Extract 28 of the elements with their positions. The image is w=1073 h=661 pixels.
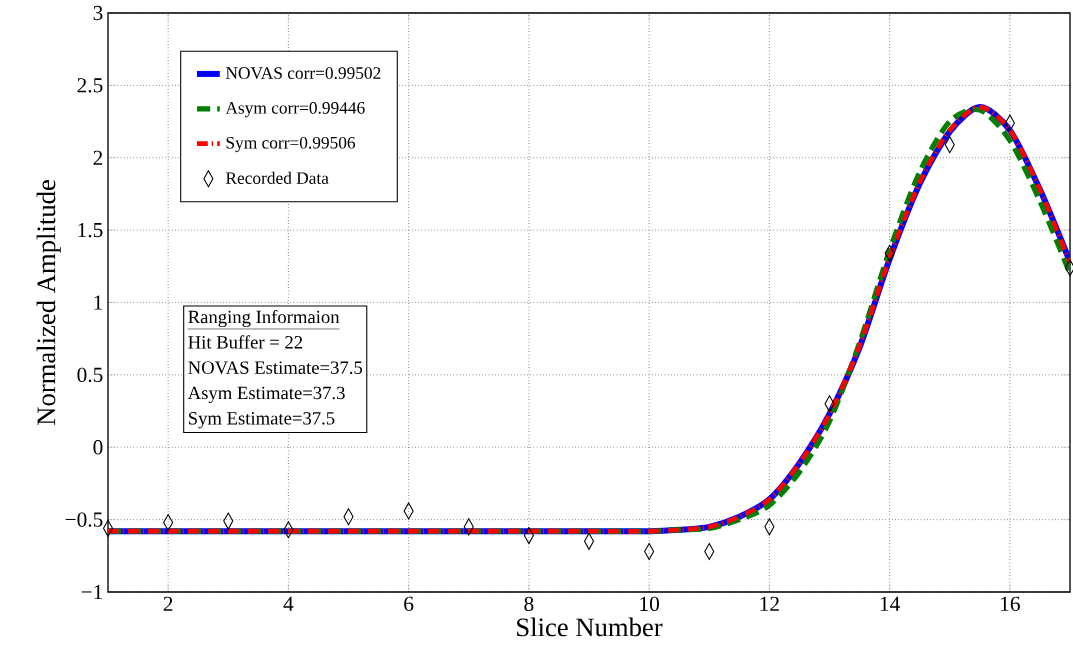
annotation: Asym Estimate=37.3 <box>187 386 345 404</box>
y-tick-label: −1 <box>81 584 103 600</box>
y-tick-label: 0.5 <box>77 367 103 383</box>
x-tick-label: 2 <box>163 596 173 611</box>
annotation: Sym Estimate=37.5 <box>188 412 335 429</box>
y-tick-label: 3 <box>93 5 103 21</box>
x-tick-label: 8 <box>524 596 534 612</box>
x-tick-label: 4 <box>283 596 294 611</box>
y-axis-title: Normalized Amplitude <box>36 180 61 426</box>
x-tick-label: 14 <box>880 596 900 611</box>
x-axis-title: Slice Number <box>517 617 663 637</box>
y-tick-label: 1.5 <box>78 222 103 238</box>
x-tick-label: 12 <box>760 596 779 611</box>
y-tick-label: 2 <box>93 150 103 165</box>
annotation: NOVAS Estimate=37.5 <box>188 361 363 375</box>
y-tick-label: −0.5 <box>65 512 103 527</box>
y-tick-label: 1 <box>94 295 103 310</box>
x-tick-label: 16 <box>1001 596 1020 612</box>
y-tick-label: 2.5 <box>77 78 103 93</box>
annotation: Hit Buffer = 22 <box>188 335 303 349</box>
y-tick-label: 0 <box>93 440 103 455</box>
x-tick-label: 10 <box>640 596 659 612</box>
legend-label: NOVAS corr=0.99502 <box>225 67 381 79</box>
legend-label: Recorded Data <box>225 171 329 184</box>
x-tick-label: 6 <box>404 596 414 612</box>
legend-label: Asym corr=0.99446 <box>225 102 365 118</box>
legend-label: Sym corr=0.99506 <box>226 136 356 153</box>
annotation: Ranging Informaion <box>188 309 340 328</box>
